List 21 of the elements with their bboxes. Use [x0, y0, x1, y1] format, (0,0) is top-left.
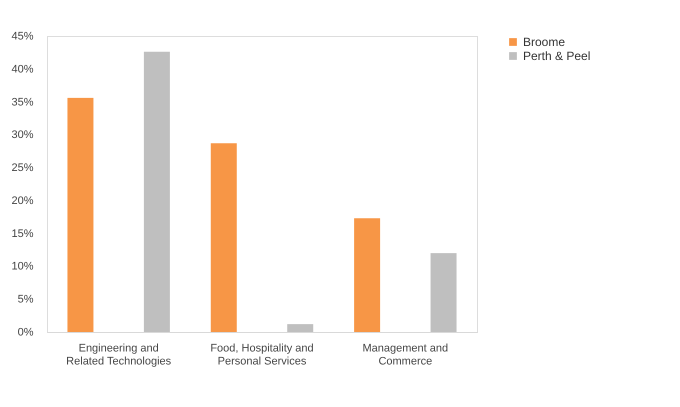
y-tick-label: 5% — [18, 294, 34, 306]
x-tick-label: Engineering and Related Technologies — [66, 342, 172, 368]
bar — [210, 143, 237, 332]
bar — [144, 52, 170, 332]
bar — [354, 218, 380, 332]
y-tick-label: 25% — [11, 162, 34, 174]
y-tick-label: 35% — [11, 96, 34, 108]
y-tick-label: 30% — [11, 129, 34, 142]
legend-label: Broome — [523, 35, 566, 49]
x-tick-label: Management and Commerce — [362, 342, 448, 368]
bar — [287, 324, 314, 332]
bar — [430, 253, 457, 332]
y-tick-label: 15% — [11, 228, 34, 240]
bar — [67, 98, 94, 332]
y-tick-label: 0% — [18, 326, 34, 338]
y-tick-label: 10% — [11, 260, 34, 273]
x-tick-label: Food, Hospitality and Personal Services — [210, 342, 314, 368]
y-tick-label: 45% — [11, 30, 34, 42]
legend-label: Perth & Peel — [523, 49, 590, 63]
y-tick-label: 20% — [11, 194, 34, 207]
y-tick-label: 40% — [11, 63, 34, 76]
